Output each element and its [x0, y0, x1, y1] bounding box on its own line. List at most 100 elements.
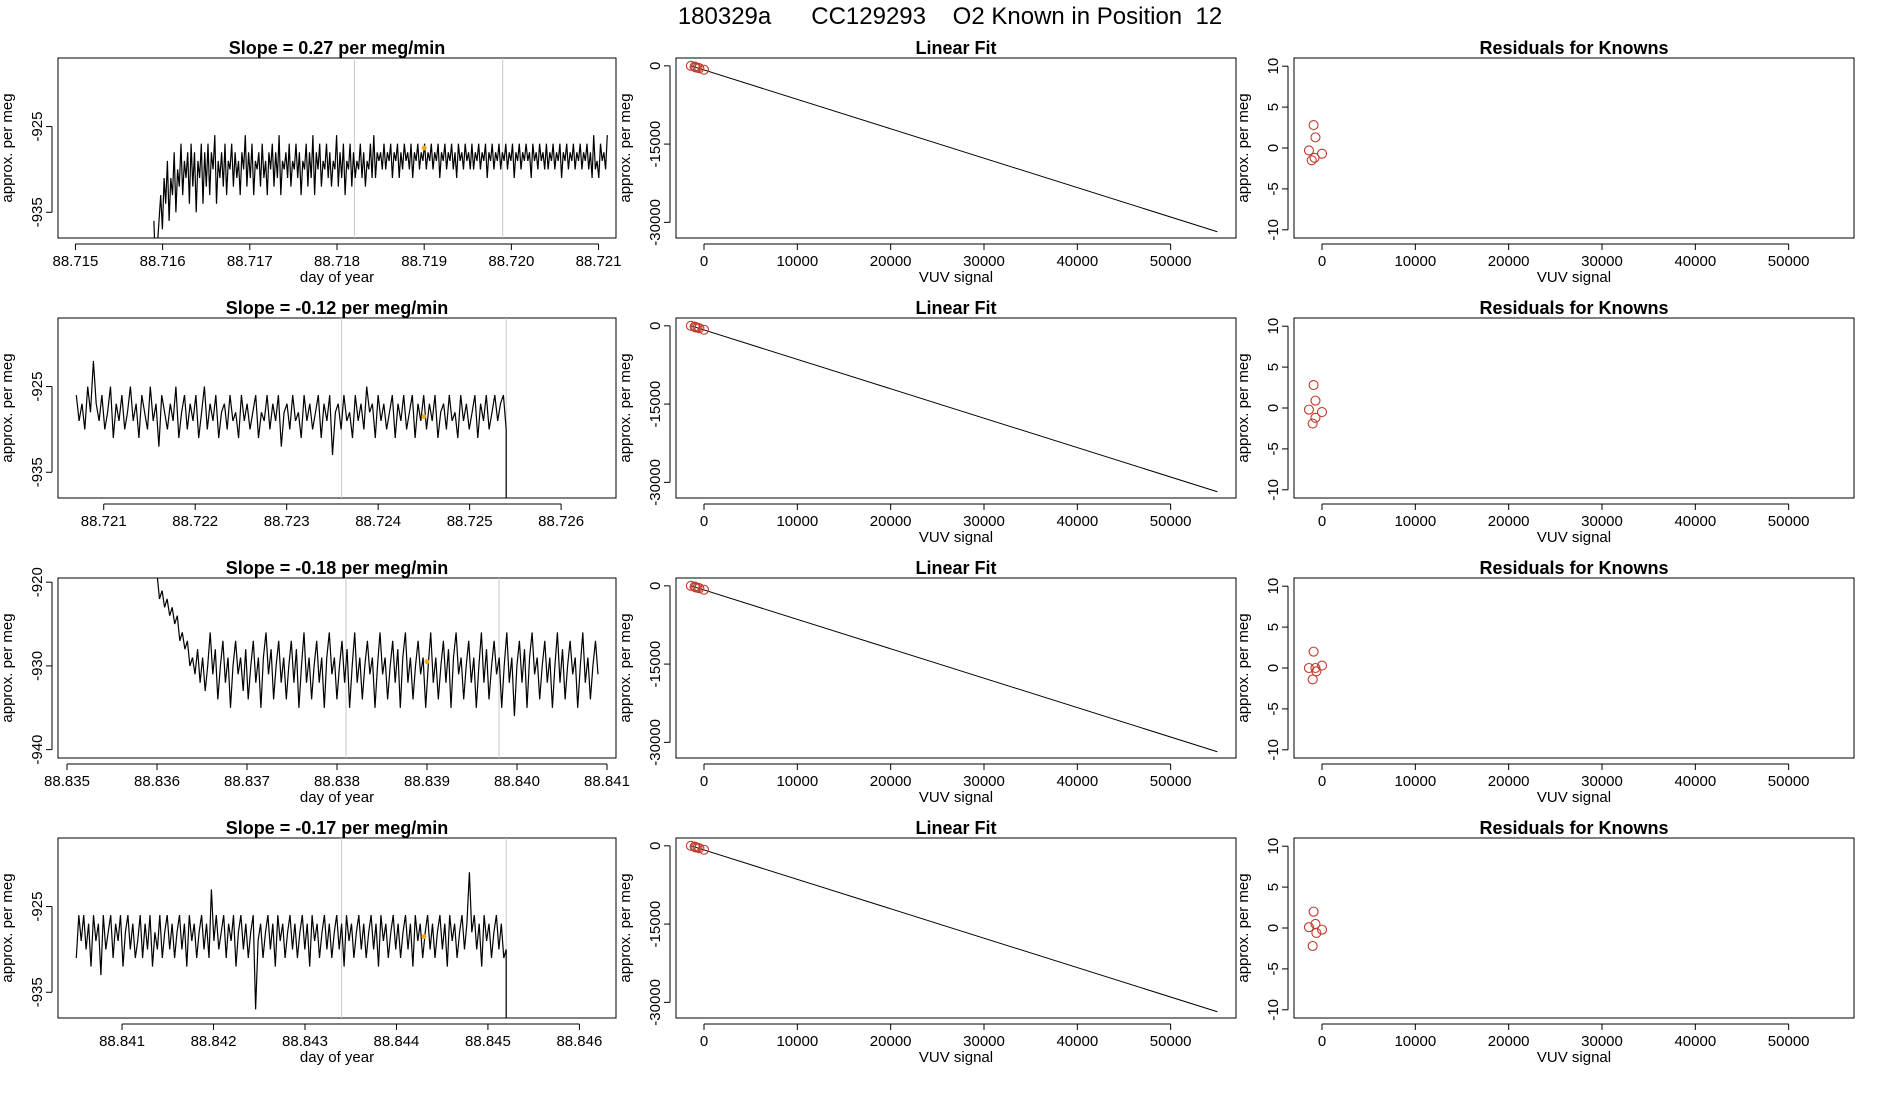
y-tick-label: -15000: [647, 121, 664, 168]
x-tick-label: 88.842: [191, 1033, 237, 1050]
panel-r0-c0: Slope = 0.27 per meg/min 88.715 88.716 88.7…: [0, 38, 622, 286]
x-tick-label: 20000: [870, 1033, 912, 1050]
data-point: [1307, 940, 1318, 952]
panel-r1-c2: Residuals for Knowns 0 10000 20000 30000 4000…: [1235, 298, 1855, 546]
x-tick-label: 40000: [1674, 253, 1716, 270]
y-axis-label: approx. per meg: [0, 613, 16, 722]
data-point: [1310, 412, 1321, 423]
x-tick-label: 10000: [1394, 513, 1436, 530]
x-tick-label: 88.840: [494, 773, 540, 790]
x-tick-label: 40000: [1674, 513, 1716, 530]
x-axis-label: VUV signal: [1537, 789, 1611, 806]
y-tick-label: -940: [29, 735, 46, 765]
plot-frame: [675, 577, 1237, 759]
panel-r3-c1: Linear Fit 0 10000 20000 30000 40000 50000 VUV …: [617, 818, 1237, 1066]
data-point: [1303, 922, 1314, 933]
y-axis-label: approx. per meg: [617, 353, 634, 462]
data-point: [1311, 666, 1322, 677]
highlight-point: [421, 145, 427, 151]
x-tick-label: 88.716: [140, 253, 186, 270]
y-axis-label: approx. per meg: [1235, 613, 1252, 722]
data-layer: [685, 60, 1218, 233]
x-tick-label: 30000: [1581, 513, 1623, 530]
x-axis-label: VUV signal: [919, 529, 993, 546]
y-tick-label: -925: [29, 372, 46, 402]
data-layer: [156, 578, 599, 758]
series-line: [75, 872, 507, 1018]
y-tick-label: -5: [1265, 442, 1282, 455]
x-tick-label: 88.724: [355, 513, 401, 530]
plot-frame: [1293, 57, 1855, 239]
data-layer: [1303, 380, 1328, 429]
data-point: [1310, 132, 1321, 143]
x-tick-label: 88.718: [314, 253, 360, 270]
y-axis-label: approx. per meg: [1235, 353, 1252, 462]
y-tick-label: 10: [1265, 318, 1282, 335]
y-tick-label: -30000: [647, 199, 664, 246]
y-tick-label: 0: [647, 582, 664, 590]
data-point: [1308, 906, 1319, 917]
panel-r3-c2: Residuals for Knowns 0 10000 20000 30000 4000…: [1235, 818, 1855, 1066]
data-point: [1310, 395, 1321, 406]
plot-frame: [675, 57, 1237, 239]
data-point: [1307, 418, 1318, 429]
y-tick-label: -10: [1265, 739, 1282, 761]
series-line: [75, 360, 507, 498]
x-tick-label: 40000: [1056, 1033, 1098, 1050]
y-tick-label: -10: [1265, 479, 1282, 501]
y-tick-label: -925: [29, 892, 46, 922]
data-point: [1308, 646, 1319, 657]
x-tick-label: 10000: [776, 513, 818, 530]
panel-r3-c0: Slope = -0.17 per meg/min 88.841 88.842 88.…: [0, 818, 617, 1066]
chart-title: Linear Fit: [915, 38, 996, 58]
data-point: [1308, 120, 1319, 131]
y-tick-label: 5: [1265, 363, 1282, 371]
y-tick-label: -15000: [647, 641, 664, 688]
data-point: [698, 64, 710, 75]
y-tick-label: 0: [647, 62, 664, 70]
x-tick-label: 50000: [1768, 253, 1810, 270]
x-tick-label: 30000: [963, 773, 1005, 790]
data-layer: [75, 838, 507, 1018]
data-point: [694, 843, 705, 854]
data-point: [1309, 152, 1320, 163]
data-layer: [1303, 120, 1328, 166]
x-tick-label: 88.726: [538, 513, 584, 530]
chart-title: Linear Fit: [915, 818, 996, 838]
x-tick-label: 10000: [776, 773, 818, 790]
x-tick-label: 88.846: [556, 1033, 602, 1050]
y-tick-label: -15000: [647, 901, 664, 948]
y-axis-label: approx. per meg: [1235, 93, 1252, 202]
plot-frame: [1293, 837, 1855, 1019]
x-tick-label: 20000: [1488, 253, 1530, 270]
y-tick-label: 0: [1265, 664, 1282, 672]
x-tick-label: 20000: [1488, 773, 1530, 790]
x-tick-label: 88.843: [282, 1033, 328, 1050]
x-tick-label: 88.838: [314, 773, 360, 790]
x-tick-label: 30000: [1581, 1033, 1623, 1050]
plot-frame: [57, 57, 617, 239]
main-title: 180329a CC129293 O2 Known in Position 12: [677, 3, 1223, 30]
x-tick-label: 20000: [870, 513, 912, 530]
x-tick-label: 30000: [963, 1033, 1005, 1050]
x-tick-label: 0: [1318, 1033, 1326, 1050]
x-tick-label: 50000: [1150, 253, 1192, 270]
data-point: [1303, 404, 1314, 415]
fit-line: [690, 325, 1218, 493]
y-tick-label: -5: [1265, 962, 1282, 975]
x-tick-label: 88.835: [44, 773, 90, 790]
x-tick-label: 30000: [1581, 253, 1623, 270]
y-tick-label: -935: [29, 977, 46, 1007]
x-tick-label: 10000: [776, 1033, 818, 1050]
chart-title: Linear Fit: [915, 298, 996, 318]
y-tick-label: 5: [1265, 103, 1282, 111]
chart-title: Residuals for Knowns: [1479, 38, 1668, 58]
data-point: [1316, 660, 1328, 671]
data-point: [694, 583, 705, 594]
fit-line: [690, 65, 1218, 233]
y-tick-label: 0: [1265, 924, 1282, 932]
fit-line: [690, 845, 1218, 1013]
y-axis-label: approx. per meg: [617, 613, 634, 722]
x-tick-label: 0: [1318, 773, 1326, 790]
x-tick-label: 88.836: [134, 773, 180, 790]
